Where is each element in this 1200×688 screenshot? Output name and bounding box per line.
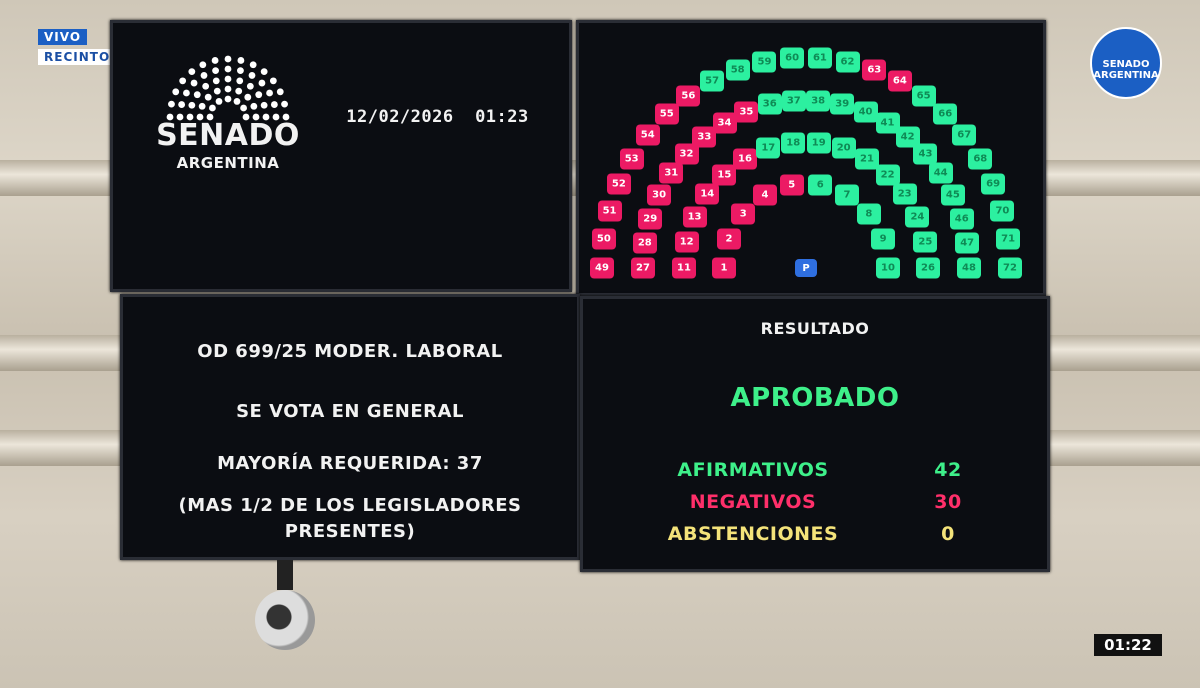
datetime: 12/02/2026 01:23	[346, 107, 529, 127]
seat-29: 29	[638, 208, 663, 229]
seat-1: 1	[712, 257, 736, 279]
seat-3: 3	[731, 203, 756, 225]
vote-type: SE VOTA EN GENERAL	[236, 401, 464, 422]
seat-53: 53	[619, 148, 644, 170]
seat-35: 35	[734, 101, 759, 123]
seat-23: 23	[892, 183, 917, 205]
seat-41: 41	[875, 112, 900, 134]
seat-12: 12	[674, 231, 699, 253]
live-badge: VIVO	[38, 29, 88, 45]
seat-44: 44	[928, 162, 953, 184]
seat-15: 15	[712, 164, 737, 186]
count-value: 42	[934, 459, 962, 481]
seat-59: 59	[752, 51, 777, 73]
count-label: AFIRMATIVOS	[677, 459, 829, 481]
seat-57: 57	[700, 70, 725, 92]
seat-30: 30	[647, 184, 672, 206]
seat-49: 49	[590, 257, 614, 279]
seat-72: 72	[998, 257, 1022, 279]
majority-required: MAYORÍA REQUERIDA: 37	[217, 453, 483, 474]
majority-note: PRESENTES)	[284, 521, 416, 542]
seat-68: 68	[968, 148, 993, 170]
seat-24: 24	[905, 206, 930, 228]
seat-64: 64	[887, 70, 912, 92]
seat-47: 47	[955, 232, 980, 254]
seat-65: 65	[911, 85, 936, 107]
seat-61: 61	[807, 47, 832, 69]
seat-10: 10	[876, 257, 900, 279]
seat-14: 14	[695, 183, 720, 205]
seat-18: 18	[781, 132, 806, 154]
seat-46: 46	[949, 208, 974, 229]
count-value: 30	[934, 491, 962, 513]
senate-dome-icon	[166, 55, 290, 121]
seat-25: 25	[913, 231, 938, 253]
seat-13: 13	[682, 206, 707, 228]
seat-27: 27	[631, 257, 655, 279]
seat-21: 21	[855, 148, 879, 170]
logo-title: SENADO	[156, 118, 300, 153]
seat-11: 11	[672, 257, 696, 279]
seat-33: 33	[692, 126, 717, 148]
seat-16: 16	[733, 148, 757, 170]
seat-26: 26	[916, 257, 940, 279]
seat-38: 38	[806, 90, 831, 112]
broadcast-clock: 01:22	[1094, 634, 1162, 656]
seat-62: 62	[835, 51, 860, 73]
seat-42: 42	[895, 126, 920, 148]
seat-43: 43	[913, 143, 938, 165]
corner-logo: SENADO ARGENTINA	[1090, 27, 1162, 99]
seat-28: 28	[632, 232, 657, 254]
seat-9: 9	[871, 228, 896, 250]
seat-48: 48	[957, 257, 981, 279]
seat-39: 39	[830, 93, 855, 115]
seat-71: 71	[996, 228, 1021, 250]
seat-40: 40	[853, 101, 878, 123]
seat-32: 32	[674, 143, 699, 165]
seat-22: 22	[875, 164, 900, 186]
seat-37: 37	[781, 90, 806, 112]
seat-56: 56	[676, 85, 701, 107]
seat-70: 70	[990, 200, 1015, 222]
seat-60: 60	[780, 47, 805, 69]
seat-55: 55	[654, 103, 679, 125]
seat-66: 66	[933, 103, 958, 125]
seat-34: 34	[712, 112, 737, 134]
seat-5: 5	[779, 174, 804, 196]
info-panel: OD 699/25 MODER. LABORAL SE VOTA EN GENE…	[120, 294, 580, 560]
seat-52: 52	[606, 173, 631, 195]
logo-subtitle: ARGENTINA	[176, 154, 280, 172]
count-label: NEGATIVOS	[689, 491, 817, 513]
seat-58: 58	[725, 59, 750, 81]
count-value: 0	[941, 523, 955, 545]
seat-31: 31	[659, 162, 684, 184]
seat-7: 7	[835, 184, 859, 206]
seat-4: 4	[753, 184, 777, 206]
seat-45: 45	[940, 184, 965, 206]
seat-63: 63	[862, 59, 887, 81]
security-camera	[255, 560, 315, 652]
count-label: ABSTENCIONES	[667, 523, 839, 545]
seat-19: 19	[806, 132, 831, 154]
seat-6: 6	[808, 174, 833, 196]
seat-54: 54	[635, 124, 660, 146]
seat-map-panel: 1 2 3 4 5 6 7 8 9 10 11 12 13 14 15 16 17 18 19 20 21 22 23 24 2…	[576, 20, 1046, 296]
seat-36: 36	[757, 93, 782, 115]
president-seat: P	[795, 259, 817, 277]
result-value: APROBADO	[730, 383, 900, 413]
result-label: RESULTADO	[760, 319, 870, 338]
seat-67: 67	[952, 124, 977, 146]
seat-17: 17	[756, 137, 781, 159]
logo-panel: SENADO ARGENTINA 12/02/2026 01:23	[110, 20, 572, 292]
item-title: OD 699/25 MODER. LABORAL	[197, 341, 503, 362]
seat-51: 51	[597, 200, 622, 222]
seat-69: 69	[981, 173, 1006, 195]
majority-note: (MAS 1/2 DE LOS LEGISLADORES	[178, 495, 522, 516]
result-panel: RESULTADO APROBADO AFIRMATIVOS 42 NEGATIVO…	[580, 296, 1050, 572]
seat-20: 20	[831, 137, 856, 159]
seat-2: 2	[716, 228, 741, 250]
seat-50: 50	[591, 228, 616, 250]
seat-8: 8	[856, 203, 881, 225]
